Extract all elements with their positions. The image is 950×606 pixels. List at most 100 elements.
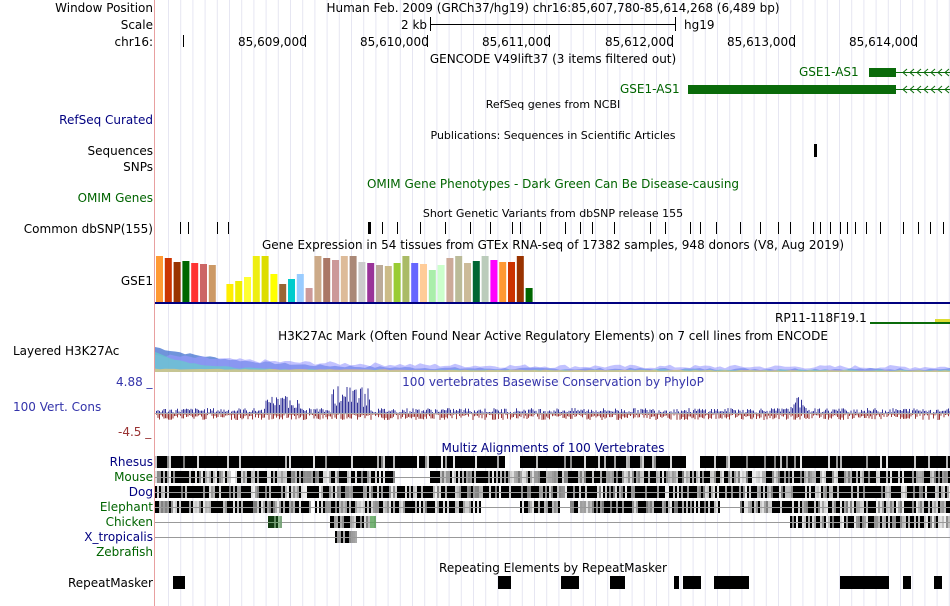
phylop-pos-bar: [325, 410, 327, 413]
phylop-pos-bar: [238, 408, 240, 413]
phylop-neg-bar: [564, 414, 565, 418]
phylop-pos-bar: [588, 409, 589, 413]
phylop-neg-bar: [481, 414, 483, 419]
alignment-block: [335, 456, 337, 468]
gene-label-gse1-as1[interactable]: GSE1-AS1: [799, 65, 859, 79]
gtex-tissue-bar: [349, 256, 357, 302]
phylop-neg-bar: [199, 414, 201, 415]
phylop-neg-bar: [696, 414, 697, 415]
alignment-block: [471, 456, 473, 468]
species-label-dog[interactable]: Dog: [128, 485, 153, 499]
strand-arrow: [937, 85, 943, 94]
phylop-neg-bar: [697, 414, 699, 420]
phylop-neg-bar: [699, 414, 700, 418]
alignment-block: [666, 456, 668, 468]
phylop-pos-bar: [831, 411, 832, 413]
omim-track-label[interactable]: OMIM Genes: [77, 191, 153, 205]
phylop-neg-bar: [325, 414, 327, 418]
phylop-pos-bar: [339, 402, 340, 413]
phylop-track-label[interactable]: 100 Vert. Cons: [13, 400, 102, 414]
alignment-block: [271, 456, 273, 468]
publication-sequence-mark: [814, 144, 817, 157]
publications-sequences-label[interactable]: Sequences: [87, 144, 153, 158]
phylop-pos-bar: [528, 409, 529, 413]
phylop-neg-bar: [427, 414, 429, 415]
phylop-pos-bar: [649, 409, 651, 413]
alignment-block: [762, 456, 764, 468]
species-label-chicken[interactable]: Chicken: [105, 515, 153, 529]
alignment-block: [399, 456, 401, 468]
phylop-neg-bar: [771, 414, 772, 416]
species-label-x-tropicalis[interactable]: X_tropicalis: [84, 530, 153, 544]
strand-arrow: [930, 85, 936, 94]
species-label-zebrafish[interactable]: Zebrafish: [96, 545, 153, 559]
phylop-neg-bar: [453, 414, 454, 415]
alignment-block: [451, 456, 453, 468]
alignment-block: [363, 456, 365, 468]
phylop-neg-bar: [444, 414, 445, 420]
alignment-block: [726, 456, 728, 468]
refseq-track-label[interactable]: RefSeq Curated: [59, 113, 153, 127]
strand-arrow: [937, 68, 943, 77]
gtex-tissue-bar: [455, 256, 463, 302]
phylop-neg-bar: [330, 414, 331, 417]
alignment-block: [379, 456, 381, 468]
phylop-pos-bar: [342, 394, 343, 413]
phylop-neg-bar: [796, 414, 798, 418]
alignment-block: [802, 456, 804, 468]
phylop-pos-bar: [321, 408, 322, 413]
strand-arrow: [916, 68, 922, 77]
strand-arrow: [930, 68, 936, 77]
phylop-neg-bar: [948, 414, 949, 417]
phylop-pos-bar: [514, 411, 516, 413]
phylop-pos-bar: [868, 410, 870, 413]
phylop-pos-bar: [610, 411, 612, 413]
gene-label-gse1-as1[interactable]: GSE1-AS1: [620, 82, 680, 96]
phylop-neg-bar: [624, 414, 625, 418]
publications-snps-label[interactable]: SNPs: [123, 160, 153, 174]
phylop-neg-bar: [492, 414, 493, 420]
phylop-neg-bar: [651, 414, 652, 417]
gtex-gene-label[interactable]: GSE1: [120, 274, 153, 288]
gtex-next-gene-label[interactable]: RP11-118F19.1: [775, 311, 867, 325]
alignment-block: [872, 456, 874, 468]
snp-tick: [778, 222, 779, 234]
assembly-text: hg19: [684, 18, 715, 32]
phylop-pos-bar: [907, 411, 909, 413]
phylop-pos-bar: [909, 408, 910, 413]
phylop-pos-bar: [571, 408, 573, 413]
gtex-tissue-bar: [367, 263, 375, 302]
phylop-pos-bar: [340, 401, 342, 413]
repeatmasker-track-label[interactable]: RepeatMasker: [67, 576, 153, 590]
phylop-neg-bar: [300, 414, 301, 418]
species-label-rhesus[interactable]: Rhesus: [109, 455, 153, 469]
phylop-pos-bar: [876, 410, 877, 413]
snp-tick: [855, 222, 856, 234]
alignment-block: [874, 456, 876, 468]
phylop-pos-bar: [429, 409, 430, 413]
phylop-neg-bar: [828, 414, 829, 420]
phylop-pos-bar: [591, 409, 592, 413]
alignment-block: [473, 456, 475, 468]
phylop-neg-bar: [577, 414, 579, 415]
phylop-pos-bar: [210, 409, 211, 413]
phylop-neg-bar: [630, 414, 631, 416]
phylop-neg-bar: [625, 414, 627, 418]
phylop-pos-bar: [621, 409, 622, 413]
phylop-neg-bar: [939, 414, 940, 420]
alignment-block: [397, 456, 399, 468]
phylop-pos-bar: [394, 410, 396, 413]
gtex-tissue-bar: [296, 274, 304, 302]
h3k27ac-track-label[interactable]: Layered H3K27Ac: [13, 344, 120, 358]
phylop-pos-bar: [295, 407, 297, 413]
phylop-pos-bar: [847, 412, 849, 413]
phylop-neg-bar: [793, 414, 795, 420]
phylop-neg-bar: [373, 414, 375, 415]
phylop-neg-bar: [910, 414, 912, 417]
phylop-pos-bar: [507, 412, 508, 413]
species-label-elephant[interactable]: Elephant: [99, 500, 153, 514]
dbsnp-track-label[interactable]: Common dbSNP(155): [23, 222, 153, 236]
alignment-block: [782, 456, 784, 468]
species-label-mouse[interactable]: Mouse: [114, 470, 153, 484]
